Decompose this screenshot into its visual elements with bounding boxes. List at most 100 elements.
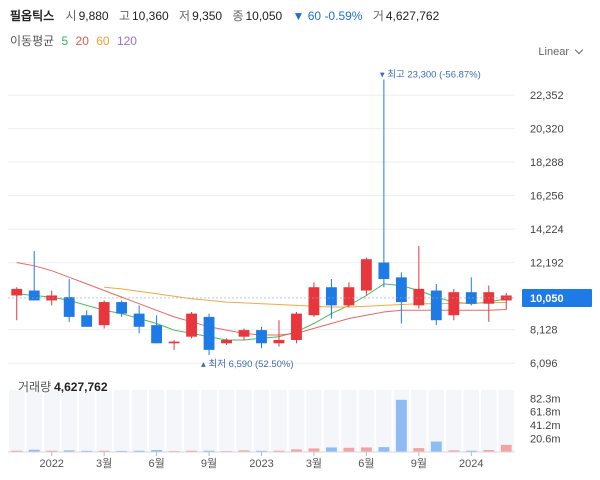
y-tick-label: 8,128 — [530, 325, 558, 337]
candle-body — [238, 330, 250, 337]
volume-bar — [465, 450, 477, 452]
volume-total-value: 4,627,762 — [54, 380, 108, 394]
stock-header: 필옵틱스 시 9,880 고 10,360 저 9,350 종 10,050 ▼ 60 … — [10, 6, 446, 26]
volume-bar — [133, 450, 145, 452]
volume-bar — [326, 447, 337, 452]
candle-body — [151, 325, 163, 344]
volume-column-bg — [43, 390, 60, 452]
candle-body — [326, 287, 337, 306]
x-tick-label: 3월 — [306, 457, 322, 470]
volume-bar — [186, 450, 197, 452]
moving-average-legend[interactable]: 이동평균 5 20 60 120 — [10, 32, 141, 50]
volume-column-bg — [201, 390, 217, 452]
ma-5: 5 — [61, 34, 69, 48]
volume-column-bg — [96, 390, 112, 452]
x-tick-label: 3월 — [96, 457, 112, 470]
volume-panel-label: 거래량 4,627,762 — [18, 378, 108, 395]
volume-bar — [483, 450, 495, 452]
candle-body — [430, 290, 442, 321]
volume-column-bg — [113, 390, 130, 452]
scale-mode-dropdown[interactable]: Linear — [538, 45, 584, 58]
candle-body — [413, 288, 425, 306]
x-tick-label: 9월 — [201, 457, 217, 470]
volume-bar — [28, 449, 40, 452]
volume-column-bg — [341, 390, 357, 452]
volume-column-bg — [166, 390, 182, 452]
x-tick-label: 2024 — [459, 458, 483, 470]
y-tick-label: 22,352 — [530, 90, 564, 102]
low-value: 9,350 — [192, 9, 223, 23]
candle-body — [203, 316, 215, 350]
candle-body — [98, 302, 110, 326]
candle-body — [343, 287, 355, 306]
candle-body — [168, 341, 180, 344]
volume-bar — [448, 450, 460, 452]
volume-bar — [343, 447, 355, 452]
volume-column-bg — [78, 390, 95, 452]
volume-column-bg — [26, 390, 42, 452]
high-annotation: ▾ 최고 23,300 (-56.87%) — [380, 70, 481, 81]
ma-20: 20 — [75, 34, 89, 48]
current-price-tag — [522, 288, 592, 307]
candle-body — [133, 313, 145, 327]
x-tick-label: 2022 — [39, 458, 63, 470]
candle-body — [116, 302, 128, 314]
volume-column-bg — [218, 390, 235, 452]
volume-column-bg — [9, 390, 25, 452]
volume-column-bg — [463, 390, 480, 452]
volume-column-bg — [236, 390, 252, 452]
x-tick-label: 9월 — [411, 457, 427, 470]
volume-column-bg — [131, 390, 147, 452]
y-tick-label: 18,288 — [530, 157, 564, 169]
volume-column-bg — [411, 390, 427, 452]
ma-120: 120 — [116, 34, 137, 48]
volume-column-bg — [376, 390, 392, 452]
volume-column-bg — [323, 390, 340, 452]
volume-column-bg — [446, 390, 462, 452]
volume-bar — [413, 448, 425, 452]
volume-bar — [308, 448, 320, 452]
candle-body — [308, 287, 320, 316]
change-value: ▼ 60 -0.59% — [292, 9, 363, 23]
moving-average-line-ma60 — [104, 286, 507, 308]
candle-body — [378, 262, 390, 279]
candle-body — [465, 292, 477, 304]
volume-bar — [238, 450, 250, 452]
candle-body — [360, 259, 372, 291]
y-tick-label: 16,256 — [530, 191, 564, 203]
volume-bar — [360, 447, 372, 452]
candle-body — [256, 330, 267, 344]
x-tick-label: 6월 — [148, 457, 164, 470]
volume-bar — [151, 450, 163, 452]
volume-bar — [500, 444, 512, 452]
volume-column-bg — [481, 390, 497, 452]
volume-column-bg — [428, 390, 445, 452]
low-label: 저 — [179, 9, 191, 23]
volume-bar — [291, 449, 302, 452]
close-value: 10,050 — [245, 9, 283, 23]
volume-column-bg — [183, 390, 200, 452]
moving-average-label: 이동평균 — [10, 34, 55, 48]
volume-value: 4,627,762 — [385, 9, 440, 23]
y-tick-label: 12,192 — [530, 258, 564, 270]
x-tick-label: 2023 — [249, 458, 273, 470]
y-tick-label: 6,096 — [530, 358, 558, 370]
volume-bar — [203, 450, 215, 452]
volume-bar — [98, 450, 110, 452]
candle-body — [186, 313, 197, 337]
volume-tick-label: 82.3m — [530, 393, 561, 405]
candle-body — [63, 297, 75, 317]
scale-mode-label: Linear — [538, 46, 569, 58]
volume-column-bg — [498, 390, 514, 452]
candle-body — [395, 277, 407, 303]
volume-tick-label: 41.2m — [530, 420, 561, 432]
open-label: 시 — [65, 9, 77, 23]
candle-body — [500, 295, 512, 301]
volume-bar — [11, 450, 23, 452]
candle-body — [46, 295, 58, 301]
volume-column-bg — [61, 390, 77, 452]
volume-column-bg — [148, 390, 165, 452]
y-tick-label: 14,224 — [530, 224, 564, 236]
y-tick-label: 20,320 — [530, 124, 564, 136]
